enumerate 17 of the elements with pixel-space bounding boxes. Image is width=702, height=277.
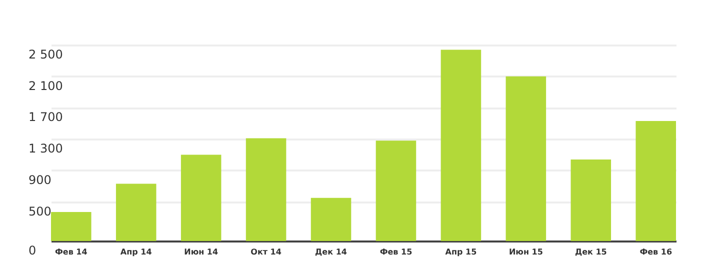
y-tick-label: 1 300	[28, 142, 63, 156]
y-tick-label: 500	[28, 204, 52, 218]
x-tick-label: Апр 14	[120, 248, 152, 256]
y-tick-label: 2 500	[28, 48, 63, 62]
x-tick-label: Июн 15	[508, 248, 544, 256]
y-tick-label: 900	[28, 172, 52, 187]
x-tick-label: Июн 14	[184, 248, 218, 256]
y-tick-label: 1 700	[28, 110, 63, 124]
y-tick-label: 2 100	[28, 78, 63, 93]
x-tick-label: Фев 16	[640, 248, 672, 256]
x-tick-label: Фев 14	[54, 248, 88, 256]
x-tick-label: Дек 14	[315, 248, 348, 256]
y-tick-label: 0	[28, 244, 36, 258]
x-tick-label: Дек 15	[574, 248, 608, 256]
x-tick-label: Окт 14	[250, 248, 282, 256]
x-tick-label: Фев 15	[380, 248, 413, 256]
x-tick-label: Апр 15	[445, 248, 478, 256]
